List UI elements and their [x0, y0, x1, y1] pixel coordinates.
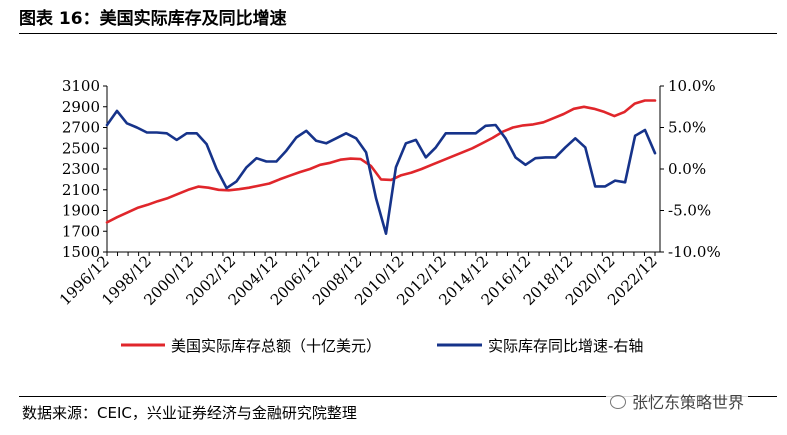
y-left-tick-label: 1900	[62, 202, 100, 220]
y-left-tick-label: 2500	[62, 139, 100, 157]
y-left-tick-label: 1500	[62, 243, 100, 261]
y-left-tick-label: 2900	[62, 98, 100, 116]
chart-axes: 3100 2900 2700 2500 2300 2100 1900 1700 1500 10.0…	[56, 77, 721, 309]
y-left-tick-label: 2700	[62, 119, 100, 137]
source-note: 数据来源：CEIC，兴业证券经济与金融研究院整理	[22, 404, 357, 422]
y-right-tick-label: 0.0%	[668, 160, 706, 178]
chart-title: 图表 16：美国实际库存及同比增速	[19, 9, 287, 29]
y-left-tick-label: 2100	[62, 181, 100, 199]
y-right-tick-label: -10.0%	[668, 243, 721, 261]
legend-label: 实际库存同比增速-右轴	[488, 337, 643, 355]
y-right-tick-label: -5.0%	[668, 202, 711, 220]
series-line-inventory-total	[105, 99, 657, 224]
legend-label: 美国实际库存总额（十亿美元）	[171, 337, 381, 355]
series-line-inventory-yoy	[105, 109, 657, 235]
title-divider	[19, 33, 777, 34]
y-left-tick-label: 1700	[62, 222, 100, 240]
y-left-tick-label: 2300	[62, 160, 100, 178]
chart-legend: 美国实际库存总额（十亿美元） 实际库存同比增速-右轴	[121, 337, 643, 355]
wechat-icon	[610, 395, 626, 409]
watermark-text: 张忆东策略世界	[632, 393, 745, 412]
y-right-tick-label: 10.0%	[668, 77, 716, 95]
watermark: 张忆东策略世界	[606, 388, 749, 414]
chart-lines	[105, 99, 657, 235]
source-divider	[19, 396, 777, 397]
y-right-tick-label: 5.0%	[668, 119, 706, 137]
y-left-tick-label: 3100	[62, 77, 100, 95]
